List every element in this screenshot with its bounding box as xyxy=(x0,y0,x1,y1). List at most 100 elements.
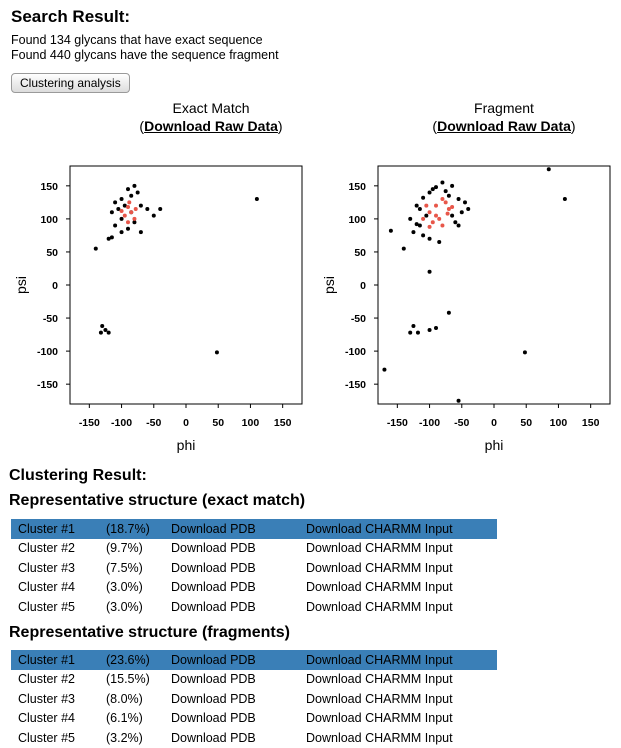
download-pdb-link[interactable]: Download PDB xyxy=(171,580,256,595)
y-tick-label: 50 xyxy=(354,247,366,259)
scatter-point xyxy=(463,200,467,205)
y-tick-label: 100 xyxy=(40,214,58,226)
scatter-point xyxy=(415,330,420,335)
download-pdb-link[interactable]: Download PDB xyxy=(171,650,306,670)
x-tick-label: 100 xyxy=(550,417,568,429)
cluster-label: Cluster #5 xyxy=(18,599,75,614)
scatter-point xyxy=(427,236,432,241)
scatter-point xyxy=(138,230,143,235)
scatter-point xyxy=(446,193,451,198)
scatter-point xyxy=(119,230,124,235)
scatter-point xyxy=(103,327,108,332)
scatter-point xyxy=(119,208,124,213)
cluster-label: Cluster #2 xyxy=(18,541,75,556)
scatter-point xyxy=(459,210,464,215)
download-charmm-input-link[interactable]: Download CHARMM Input xyxy=(306,560,453,575)
cluster-label: Cluster #5 xyxy=(18,730,75,745)
scatter-point xyxy=(388,228,393,233)
scatter-point xyxy=(109,235,114,240)
download-charmm-input-link[interactable]: Download CHARMM Input xyxy=(306,541,453,556)
scatter-point xyxy=(151,213,156,218)
scatter-point xyxy=(106,330,111,335)
scatter-point xyxy=(440,223,445,228)
y-tick-label: 150 xyxy=(40,181,58,193)
scatter-point xyxy=(424,203,429,208)
scatter-point xyxy=(109,210,114,215)
cluster-percent: (3.0%) xyxy=(106,599,143,614)
download-raw-data-link-exact[interactable]: Download Raw Data xyxy=(144,118,278,134)
download-charmm-input-link[interactable]: Download CHARMM Input xyxy=(306,650,497,670)
exact-cluster-table: Cluster #1 (18.7%) Download PDB Download CH… xyxy=(11,519,497,617)
found-fragment-text: Found 440 glycans have the sequence frag… xyxy=(11,48,279,62)
clustering-analysis-button[interactable]: Clustering analysis xyxy=(11,73,130,93)
scatter-point xyxy=(100,323,105,328)
page-title: Search Result: xyxy=(11,7,131,26)
y-axis-label: psi xyxy=(13,276,29,294)
x-tick-label: -150 xyxy=(79,417,100,429)
scatter-point xyxy=(132,220,137,225)
cluster-label: Cluster #4 xyxy=(18,580,75,595)
scatter-point xyxy=(421,233,426,238)
scatter-point xyxy=(132,183,137,188)
cluster-percent: (3.2%) xyxy=(106,730,143,745)
cluster-percent: (9.7%) xyxy=(106,541,143,556)
cluster-row: Cluster #5 (3.0%) Download PDB Download CHA… xyxy=(11,597,497,617)
scatter-point xyxy=(93,246,98,251)
scatter-point xyxy=(127,200,132,205)
scatter-point xyxy=(427,210,432,215)
scatter-point xyxy=(437,240,442,245)
x-tick-label: 50 xyxy=(520,417,532,429)
cluster-row: Cluster #4 (3.0%) Download PDB Download CHA… xyxy=(11,578,497,598)
download-pdb-link[interactable]: Download PDB xyxy=(171,519,306,539)
x-tick-label: -150 xyxy=(387,417,408,429)
scatter-point xyxy=(113,200,118,205)
y-tick-label: -100 xyxy=(345,346,366,358)
fragment-section-title: Representative structure (fragments) xyxy=(9,624,290,641)
download-pdb-link[interactable]: Download PDB xyxy=(171,541,256,556)
download-pdb-link[interactable]: Download PDB xyxy=(171,711,256,726)
scatter-point xyxy=(427,269,432,274)
scatter-point xyxy=(434,325,438,330)
scatter-point xyxy=(113,223,118,228)
cluster-label: Cluster #1 xyxy=(11,650,106,670)
scatter-point xyxy=(133,206,138,211)
download-charmm-input-link[interactable]: Download CHARMM Input xyxy=(306,711,453,726)
y-tick-label: -150 xyxy=(345,379,366,391)
y-tick-label: -150 xyxy=(37,379,58,391)
x-tick-label: 0 xyxy=(491,417,497,429)
clustering-result-title: Clustering Result: xyxy=(9,467,147,484)
download-pdb-link[interactable]: Download PDB xyxy=(171,672,256,687)
scatter-point xyxy=(414,222,419,227)
scatter-point xyxy=(430,187,435,192)
plot-title-fragment: Fragment (Download Raw Data) xyxy=(384,99,621,135)
download-pdb-link[interactable]: Download PDB xyxy=(171,691,256,706)
download-pdb-link[interactable]: Download PDB xyxy=(171,730,256,745)
cluster-percent: (18.7%) xyxy=(106,519,171,539)
scatter-point xyxy=(456,197,461,202)
plot-area xyxy=(377,165,611,405)
scatter-point xyxy=(119,197,124,202)
download-charmm-input-link[interactable]: Download CHARMM Input xyxy=(306,580,453,595)
download-pdb-link[interactable]: Download PDB xyxy=(171,599,256,614)
cluster-percent: (8.0%) xyxy=(106,691,143,706)
download-charmm-input-link[interactable]: Download CHARMM Input xyxy=(306,519,497,539)
cluster-row: Cluster #2 (15.5%) Download PDB Download CH… xyxy=(11,670,497,690)
scatter-point xyxy=(522,350,527,355)
download-pdb-link[interactable]: Download PDB xyxy=(171,560,256,575)
cluster-row: Cluster #3 (8.0%) Download PDB Download CHA… xyxy=(11,689,497,709)
scatter-point xyxy=(135,190,140,195)
scatter-point xyxy=(421,195,426,200)
download-charmm-input-link[interactable]: Download CHARMM Input xyxy=(306,730,453,745)
x-axis-label: phi xyxy=(485,437,504,453)
download-charmm-input-link[interactable]: Download CHARMM Input xyxy=(306,691,453,706)
download-charmm-input-link[interactable]: Download CHARMM Input xyxy=(306,672,453,687)
scatter-point xyxy=(126,187,130,192)
cluster-percent: (23.6%) xyxy=(106,650,171,670)
scatter-point xyxy=(421,216,426,221)
cluster-label: Cluster #4 xyxy=(18,711,75,726)
scatter-plot-exact: -150 -100 -50 0 50 100 150 150 100 50 0 -50 -100 -150… xyxy=(13,165,303,453)
download-charmm-input-link[interactable]: Download CHARMM Input xyxy=(306,599,453,614)
scatter-point xyxy=(408,330,413,335)
scatter-point xyxy=(450,183,455,188)
download-raw-data-link-fragment[interactable]: Download Raw Data xyxy=(437,118,571,134)
